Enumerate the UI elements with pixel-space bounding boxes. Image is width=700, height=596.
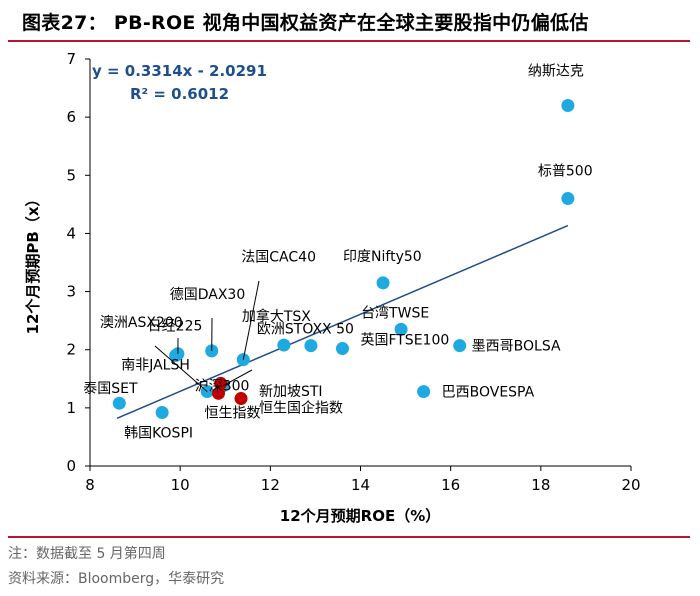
point-label: 标普500 <box>538 164 593 180</box>
top-rule <box>8 40 690 42</box>
x-tick-label: 18 <box>531 476 550 494</box>
data-point <box>211 386 225 400</box>
data-point <box>561 99 575 113</box>
data-point <box>394 322 408 336</box>
leader-line <box>154 345 208 392</box>
data-point <box>234 392 248 406</box>
data-point <box>453 339 467 353</box>
point-label: 澳洲ASX200 <box>100 315 183 331</box>
leader-line <box>242 280 260 360</box>
point-label: 纳斯达克 <box>528 64 584 80</box>
data-point <box>417 385 431 399</box>
x-axis-label: 12个月预期ROE（%） <box>280 507 440 525</box>
trendline-equation: y = 0.3314x - 2.0291 <box>92 62 267 80</box>
point-label: 沪深300 <box>195 378 250 394</box>
x-tick-label: 12 <box>261 476 280 494</box>
x-tick-label: 8 <box>85 476 95 494</box>
point-label: 新加坡STI <box>259 384 323 400</box>
y-tick-label: 4 <box>66 224 76 242</box>
point-label: 英国FTSE100 <box>360 332 449 349</box>
point-label: 法国CAC40 <box>241 250 316 266</box>
point-label: 印度Nifty50 <box>343 249 422 265</box>
title-row: 图表27： PB-ROE 视角中国权益资产在全球主要股指中仍偏低估 <box>22 6 589 36</box>
data-point <box>376 276 390 290</box>
y-tick-label: 7 <box>66 50 76 68</box>
x-tick-label: 20 <box>621 476 640 494</box>
point-label: 欧洲STOXX 50 <box>257 322 354 338</box>
point-label: 泰国SET <box>83 381 138 397</box>
x-tick-label: 16 <box>441 476 460 494</box>
trendline-r2: R² = 0.6012 <box>130 85 229 103</box>
point-label: 恒生指数 <box>204 405 260 421</box>
point-label: 韩国KOSPI <box>124 426 193 442</box>
point-label: 墨西哥BOLSA <box>472 339 561 355</box>
y-tick-label: 6 <box>66 108 76 126</box>
point-label: 巴西BOVESPA <box>442 385 535 401</box>
trendline <box>116 224 569 419</box>
data-point <box>214 376 228 390</box>
bottom-rule <box>8 536 690 538</box>
y-tick-label: 0 <box>66 457 76 475</box>
data-point <box>304 339 318 353</box>
x-tick-label: 14 <box>351 476 370 494</box>
y-tick-label: 3 <box>66 283 76 301</box>
leader-line <box>222 369 253 387</box>
points-group <box>112 99 575 420</box>
x-tick-label: 10 <box>171 476 190 494</box>
data-point <box>335 342 349 356</box>
data-point <box>155 406 169 420</box>
point-label: 台湾TWSE <box>361 304 429 321</box>
point-label: 加拿大TSX <box>242 308 311 325</box>
y-axis-label: 12个月预期PB（x） <box>24 192 42 335</box>
point-label: 南非JALSH <box>121 358 190 374</box>
data-point <box>112 396 126 410</box>
y-tick-label: 2 <box>66 341 76 359</box>
y-tick-label: 5 <box>66 166 76 184</box>
point-label: 恒生国企指数 <box>259 400 343 417</box>
trendline-group <box>116 224 569 419</box>
source-note: 资料来源：Bloomberg，华泰研究 <box>8 571 225 587</box>
point-label: 德国DAX30 <box>170 287 246 303</box>
data-point <box>277 338 291 352</box>
footnote: 注：数据截至 5 月第四周 <box>8 546 166 562</box>
y-tick-label: 1 <box>66 399 76 417</box>
point-label: 日经225 <box>148 319 203 335</box>
data-point <box>561 192 575 206</box>
chart-title: 图表27： PB-ROE 视角中国权益资产在全球主要股指中仍偏低估 <box>22 11 589 34</box>
